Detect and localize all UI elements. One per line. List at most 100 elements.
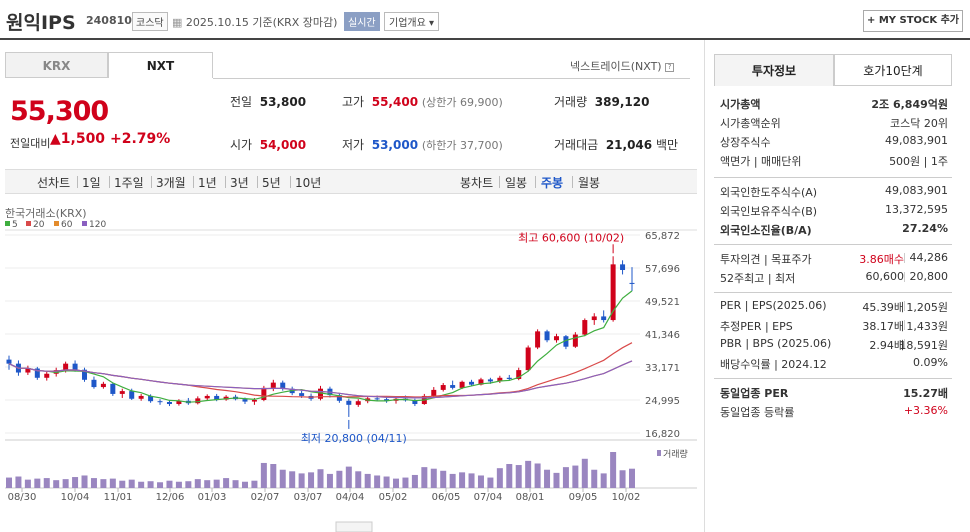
volume-bar bbox=[421, 467, 428, 488]
legend-swatch bbox=[26, 221, 31, 226]
period-option[interactable]: 5년 bbox=[262, 176, 281, 190]
volume-bar bbox=[166, 480, 173, 488]
current-price: 55,300 bbox=[10, 96, 109, 127]
candle-option[interactable]: 월봉 bbox=[578, 176, 601, 190]
period-option[interactable]: 1년 bbox=[198, 176, 217, 190]
info-label: PBR | BPS (2025.06) bbox=[720, 337, 832, 350]
help-icon[interactable]: ? bbox=[665, 62, 675, 72]
candle-body bbox=[535, 331, 541, 348]
value-separator bbox=[904, 339, 905, 349]
info-value: 2조 6,849억원 bbox=[871, 98, 948, 111]
candle-body bbox=[129, 391, 135, 399]
change-percent: +2.79% bbox=[110, 131, 171, 147]
x-tick-label: 11/01 bbox=[104, 492, 133, 503]
candle-body bbox=[459, 381, 465, 388]
candle-body bbox=[6, 359, 12, 364]
volume-bar bbox=[506, 464, 513, 488]
value-separator bbox=[904, 301, 905, 311]
value-separator bbox=[904, 320, 905, 330]
section-divider bbox=[714, 244, 952, 245]
section-divider bbox=[714, 378, 952, 379]
volume-bar bbox=[157, 482, 164, 488]
volume-bar bbox=[185, 481, 192, 488]
candle-body bbox=[591, 316, 597, 321]
candle-body bbox=[431, 389, 437, 396]
candle-option[interactable]: 일봉 bbox=[505, 176, 528, 190]
high-label: 고가 bbox=[342, 95, 365, 109]
info-label: 추정PER | EPS bbox=[720, 320, 793, 333]
tab-orderbook[interactable]: 호가10단계 bbox=[834, 54, 952, 86]
period-option[interactable]: 1일 bbox=[82, 176, 101, 190]
open-price: 시가 54,000 bbox=[230, 136, 306, 153]
volume-bar bbox=[204, 480, 211, 488]
candle-option[interactable]: 주봉 bbox=[541, 176, 564, 190]
candle-body bbox=[166, 401, 172, 405]
volume-bar bbox=[100, 479, 107, 488]
prev-value: 53,800 bbox=[259, 95, 307, 109]
volume-bar bbox=[232, 480, 239, 488]
x-tick-label: 08/01 bbox=[516, 492, 545, 503]
volume-bar bbox=[364, 473, 371, 488]
y-tick-label: 49,521 bbox=[645, 297, 680, 308]
info-value: 코스닥 20위 bbox=[890, 117, 948, 130]
volume-bar bbox=[109, 478, 116, 488]
info-mid-value: 38.17배 bbox=[862, 320, 904, 333]
date-line: ▦ 2025.10.15 기준(KRX 장마감) bbox=[172, 14, 337, 30]
candle-body bbox=[100, 383, 106, 388]
candle-body bbox=[72, 363, 78, 370]
candle-body bbox=[469, 381, 475, 385]
open-value: 54,000 bbox=[259, 138, 307, 152]
change-label: 전일대비 bbox=[10, 137, 51, 150]
chevron-down-icon: ▾ bbox=[429, 18, 435, 29]
legend-label: 120 bbox=[89, 220, 106, 230]
info-value: 49,083,901 bbox=[885, 184, 948, 197]
period-option[interactable]: 1주일 bbox=[114, 176, 144, 190]
nxt-link[interactable]: 넥스트레이드(NXT) ? bbox=[570, 58, 675, 74]
y-tick-label: 57,696 bbox=[645, 264, 680, 275]
chart-control-bar bbox=[5, 169, 697, 194]
low-price: 저가 53,000 (하한가 37,700) bbox=[342, 136, 503, 153]
y-tick-label: 16,820 bbox=[645, 429, 680, 440]
scroll-handle bbox=[335, 521, 373, 532]
candle-body bbox=[629, 282, 635, 284]
info-mid-value: 3.86매수 bbox=[859, 253, 904, 266]
period-option[interactable]: 선차트 bbox=[37, 176, 71, 190]
candle-body bbox=[450, 385, 456, 388]
tab-investment-info[interactable]: 투자정보 bbox=[714, 54, 834, 86]
volume-bar bbox=[81, 475, 88, 488]
volume-bar bbox=[241, 481, 248, 488]
tab-krx[interactable]: KRX bbox=[5, 52, 108, 78]
tab-nxt[interactable]: NXT bbox=[108, 52, 213, 78]
info-value: 49,083,901 bbox=[885, 134, 948, 147]
volume-bar bbox=[6, 477, 12, 488]
low-value: 53,000 bbox=[371, 138, 419, 152]
legend-swatch bbox=[54, 221, 59, 226]
prev-close: 전일 53,800 bbox=[230, 93, 306, 110]
x-tick-label: 10/02 bbox=[612, 492, 641, 503]
volume-label: 거래량 bbox=[663, 448, 688, 460]
tab-underline bbox=[213, 78, 690, 79]
period-option[interactable]: 3개월 bbox=[156, 176, 186, 190]
candle-body bbox=[478, 379, 484, 385]
separator bbox=[535, 176, 536, 188]
candle-body bbox=[280, 382, 286, 389]
candle-body bbox=[223, 396, 229, 400]
y-tick-label: 24,995 bbox=[645, 396, 680, 407]
info-value: 27.24% bbox=[902, 222, 948, 235]
candle-option[interactable]: 봉차트 bbox=[460, 176, 494, 190]
section-divider bbox=[714, 292, 952, 293]
volume-bar bbox=[72, 477, 79, 488]
legend-label: 5 bbox=[12, 220, 18, 230]
volume-bar bbox=[562, 467, 569, 488]
realtime-button[interactable]: 실시간 bbox=[344, 12, 380, 31]
period-option[interactable]: 3년 bbox=[230, 176, 249, 190]
volume-bar bbox=[53, 480, 60, 488]
info-label: PER | EPS(2025.06) bbox=[720, 299, 827, 312]
volume-bar bbox=[515, 465, 522, 488]
candle-body bbox=[563, 336, 569, 347]
add-mystock-button[interactable]: + MY STOCK 추가 bbox=[863, 10, 963, 32]
value-separator bbox=[904, 272, 905, 282]
header-divider bbox=[0, 38, 970, 40]
company-overview-dropdown[interactable]: 기업개요 ▾ bbox=[384, 12, 440, 31]
period-option[interactable]: 10년 bbox=[295, 176, 322, 190]
